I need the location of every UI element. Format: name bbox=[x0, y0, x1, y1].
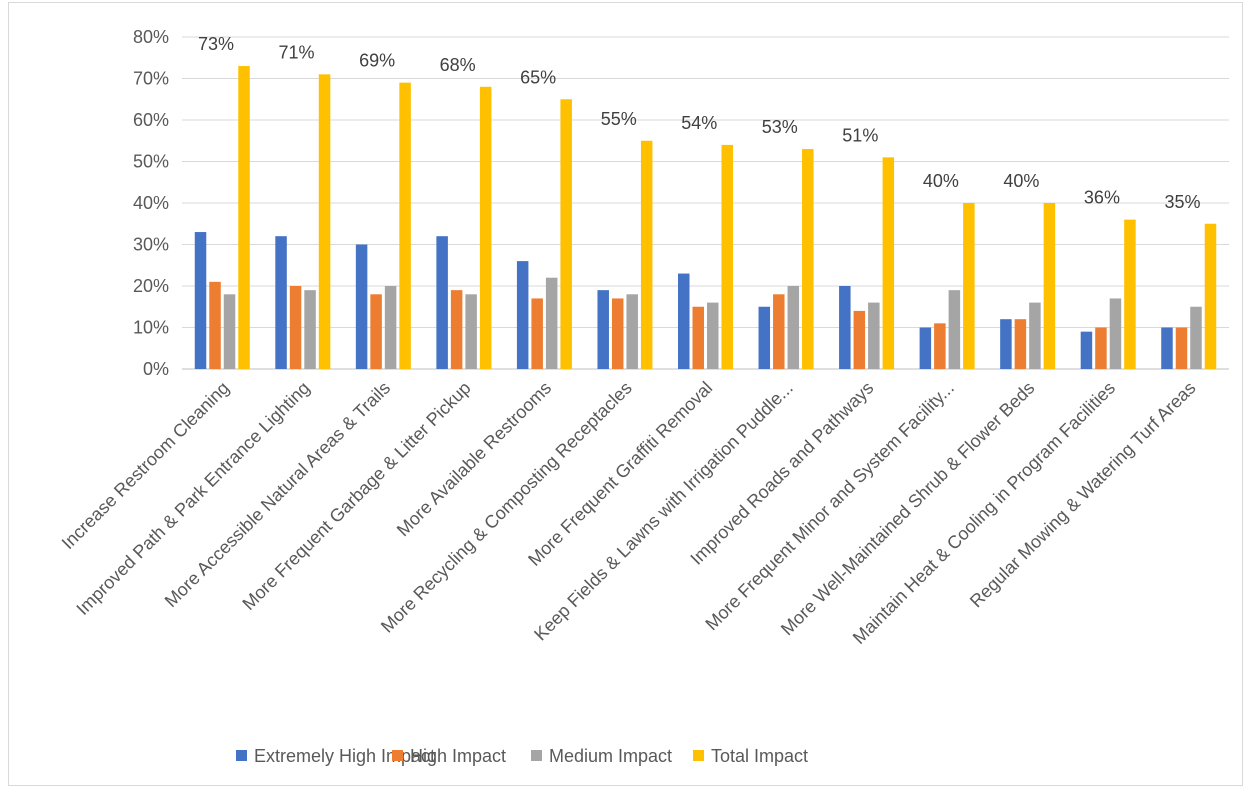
bar-extremely-high-impact bbox=[1080, 331, 1093, 369]
data-label: 71% bbox=[279, 42, 315, 62]
bar-total-impact bbox=[1204, 223, 1217, 369]
bar-total-impact bbox=[479, 86, 492, 370]
bar-total-impact bbox=[238, 66, 250, 370]
data-label: 69% bbox=[359, 51, 395, 71]
bar-medium-impact bbox=[465, 294, 477, 369]
bar-total-impact bbox=[1043, 203, 1056, 369]
bar-high-impact bbox=[692, 306, 704, 369]
bar-medium-impact bbox=[1109, 298, 1122, 369]
bar-total-impact bbox=[963, 203, 975, 369]
bar-total-impact bbox=[560, 99, 572, 369]
bars bbox=[194, 66, 1217, 370]
bar-extremely-high-impact bbox=[758, 306, 771, 369]
bar-extremely-high-impact bbox=[436, 236, 448, 369]
bar-extremely-high-impact bbox=[194, 232, 207, 369]
gridlines bbox=[182, 36, 1229, 370]
y-tick-label: 40% bbox=[133, 193, 169, 213]
bar-extremely-high-impact bbox=[275, 236, 287, 369]
legend-label: High Impact bbox=[410, 746, 506, 766]
data-label: 51% bbox=[842, 125, 878, 145]
legend-swatch bbox=[693, 750, 704, 761]
bar-chart: 0% 10% 20% 30% 40% 50% 60% 70% 80% 73% 71% 69% 68% 6… bbox=[58, 27, 1229, 766]
y-axis-tick-labels: 0% 10% 20% 30% 40% 50% 60% 70% 80% bbox=[133, 27, 169, 379]
legend-swatch bbox=[531, 750, 542, 761]
y-tick-label: 50% bbox=[133, 152, 169, 172]
bar-high-impact bbox=[531, 298, 543, 369]
legend-label: Total Impact bbox=[711, 746, 808, 766]
data-label: 53% bbox=[762, 117, 798, 137]
y-tick-label: 0% bbox=[143, 359, 169, 379]
bar-total-impact bbox=[640, 140, 653, 369]
bar-medium-impact bbox=[1190, 306, 1202, 369]
data-label: 54% bbox=[681, 113, 717, 133]
legend-label: Extremely High Impact bbox=[254, 746, 435, 766]
y-tick-label: 20% bbox=[133, 276, 169, 296]
bar-total-impact bbox=[882, 157, 895, 369]
bar-medium-impact bbox=[384, 286, 397, 369]
category-label: Increase Restroom Cleaning bbox=[58, 378, 233, 553]
bar-extremely-high-impact bbox=[355, 244, 368, 369]
bar-high-impact bbox=[1095, 327, 1107, 369]
bar-high-impact bbox=[934, 323, 946, 369]
y-tick-label: 60% bbox=[133, 110, 169, 130]
data-label: 40% bbox=[923, 171, 959, 191]
bar-medium-impact bbox=[787, 286, 800, 369]
chart-frame: 0% 10% 20% 30% 40% 50% 60% 70% 80% 73% 71% 69% 68% 6… bbox=[8, 2, 1243, 786]
bar-extremely-high-impact bbox=[597, 290, 609, 369]
data-label: 65% bbox=[520, 67, 556, 87]
bar-high-impact bbox=[209, 281, 221, 369]
bar-high-impact bbox=[289, 286, 302, 369]
bar-medium-impact bbox=[868, 302, 880, 369]
bar-extremely-high-impact bbox=[919, 327, 932, 369]
bar-high-impact bbox=[773, 294, 785, 369]
bar-extremely-high-impact bbox=[839, 286, 851, 369]
y-tick-label: 80% bbox=[133, 27, 169, 47]
legend-swatch bbox=[236, 750, 247, 761]
bar-total-impact bbox=[318, 74, 331, 369]
bar-total-impact bbox=[1124, 219, 1136, 369]
y-tick-label: 30% bbox=[133, 235, 169, 255]
bar-high-impact bbox=[853, 310, 866, 369]
data-label: 73% bbox=[198, 34, 234, 54]
data-label: 68% bbox=[440, 55, 476, 75]
data-label: 35% bbox=[1164, 192, 1200, 212]
bar-total-impact bbox=[802, 149, 814, 369]
data-label: 40% bbox=[1003, 171, 1039, 191]
legend-swatch bbox=[392, 750, 403, 761]
bar-extremely-high-impact bbox=[1000, 319, 1012, 369]
bar-medium-impact bbox=[1029, 302, 1041, 369]
bar-extremely-high-impact bbox=[678, 273, 690, 369]
bar-total-impact bbox=[399, 82, 411, 370]
bar-medium-impact bbox=[223, 294, 236, 369]
bar-high-impact bbox=[1175, 327, 1188, 369]
category-label: More Available Restrooms bbox=[393, 378, 555, 540]
bar-total-impact bbox=[721, 144, 733, 369]
bar-medium-impact bbox=[545, 277, 558, 369]
y-tick-label: 70% bbox=[133, 69, 169, 89]
bar-medium-impact bbox=[626, 294, 638, 369]
data-label: 55% bbox=[601, 109, 637, 129]
bar-extremely-high-impact bbox=[1161, 327, 1173, 369]
bar-high-impact bbox=[611, 298, 624, 369]
y-tick-label: 10% bbox=[133, 318, 169, 338]
data-label: 36% bbox=[1084, 188, 1120, 208]
bar-high-impact bbox=[370, 294, 382, 369]
bar-medium-impact bbox=[948, 290, 961, 369]
bar-high-impact bbox=[1014, 319, 1027, 369]
bar-medium-impact bbox=[304, 290, 316, 369]
legend-label: Medium Impact bbox=[549, 746, 672, 766]
bar-high-impact bbox=[450, 290, 463, 369]
bar-extremely-high-impact bbox=[516, 261, 529, 369]
data-labels: 73% 71% 69% 68% 65% 55% 54% 53% 51% 40% 40% 36% 35% bbox=[198, 34, 1200, 212]
bar-medium-impact bbox=[707, 302, 719, 369]
